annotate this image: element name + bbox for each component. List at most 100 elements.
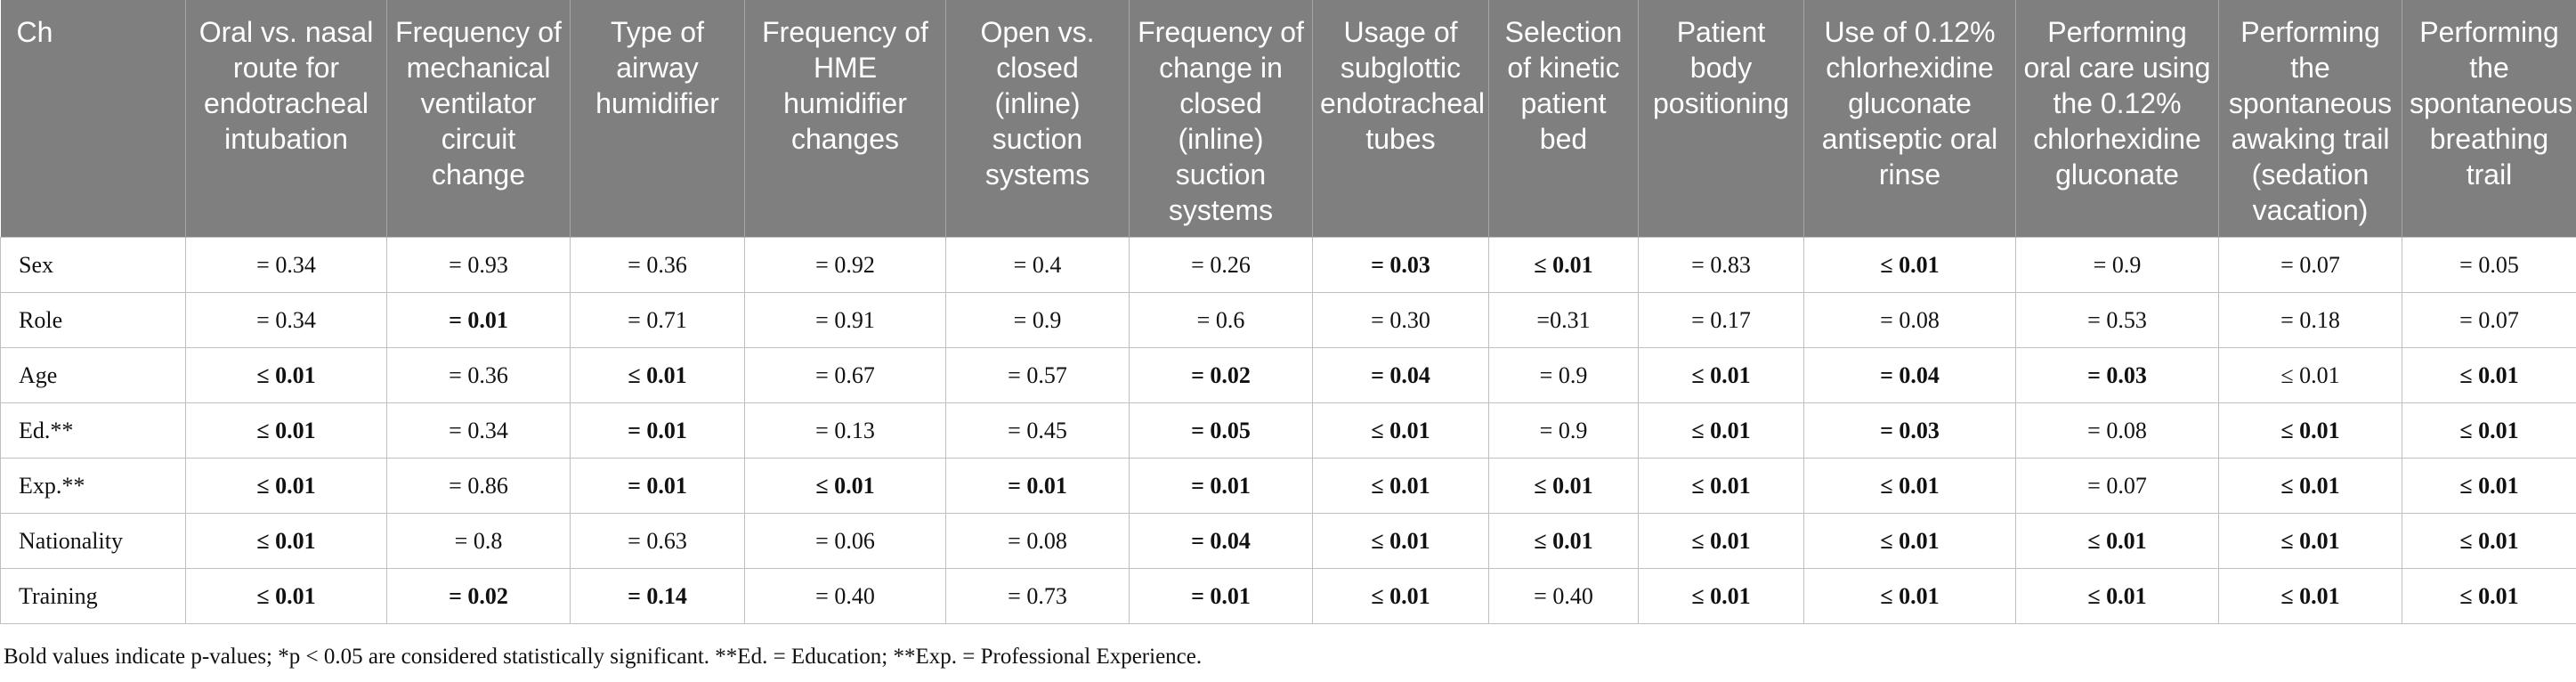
column-header: Usage of subglottic endotracheal tubes: [1312, 0, 1489, 238]
p-value-cell: = 0.4: [945, 237, 1130, 293]
p-value-cell: = 0.13: [744, 402, 946, 459]
p-value-cell: = 0.01: [945, 458, 1130, 514]
column-header: Frequency of mechanical ventilator circu…: [386, 0, 571, 238]
p-value-cell: = 0.04: [1129, 513, 1313, 569]
p-value-cell: ≤ 0.01: [1312, 458, 1489, 514]
p-value-cell: ≤ 0.01: [2402, 513, 2576, 569]
p-value-cell: = 0.08: [2015, 402, 2219, 459]
p-value-cell: ≤ 0.01: [2402, 568, 2576, 624]
p-value-cell: = 0.45: [945, 402, 1130, 459]
p-value-cell: = 0.08: [945, 513, 1130, 569]
p-value-cell: ≤ 0.01: [185, 568, 387, 624]
row-label: Role: [0, 292, 186, 348]
table-row: Training ≤ 0.01 = 0.02 = 0.14 = 0.40 = 0.73 = …: [0, 568, 2576, 624]
p-value-cell: ≤ 0.01: [2015, 568, 2219, 624]
p-value-cell: ≤ 0.01: [2402, 458, 2576, 514]
p-value-cell: = 0.36: [570, 237, 745, 293]
p-value-cell: = 0.8: [386, 513, 571, 569]
p-value-cell: = 0.08: [1803, 292, 2016, 348]
p-value-cell: ≤ 0.01: [2218, 458, 2402, 514]
p-value-cell: ≤ 0.01: [1638, 513, 1804, 569]
p-value-cell: = 0.03: [2015, 347, 2219, 403]
p-value-cell: = 0.71: [570, 292, 745, 348]
column-header: Performing the spontaneous awaking trail…: [2218, 0, 2402, 238]
p-value-cell: = 0.04: [1803, 347, 2016, 403]
p-value-cell: ≤ 0.01: [185, 513, 387, 569]
p-value-cell: = 0.67: [744, 347, 946, 403]
table-row: Ed.** ≤ 0.01 = 0.34 = 0.01 = 0.13 = 0.45 = 0.0…: [0, 402, 2576, 459]
p-value-cell: = 0.14: [570, 568, 745, 624]
p-value-cell: ≤ 0.01: [185, 458, 387, 514]
column-header: Performing the spontaneous breathing tra…: [2402, 0, 2576, 238]
column-header: Patient body positioning: [1638, 0, 1804, 238]
p-value-cell: = 0.40: [744, 568, 946, 624]
p-value-cell: = 0.57: [945, 347, 1130, 403]
p-value-cell: = 0.02: [386, 568, 571, 624]
p-value-cell: = 0.9: [945, 292, 1130, 348]
p-value-cell: ≤ 0.01: [1803, 237, 2016, 293]
column-header: Open vs. closed (inline) suction systems: [945, 0, 1130, 238]
p-value-cell: = 0.07: [2015, 458, 2219, 514]
p-value-cell: = 0.03: [1312, 237, 1489, 293]
p-value-cell: = 0.07: [2402, 292, 2576, 348]
p-value-cell: = 0.6: [1129, 292, 1313, 348]
table-body: Sex = 0.34 = 0.93 = 0.36 = 0.92 = 0.4 = 0.26 = …: [0, 237, 2576, 624]
p-value-cell: ≤ 0.01: [1312, 513, 1489, 569]
p-value-cell: = 0.03: [1803, 402, 2016, 459]
p-value-cell: = 0.83: [1638, 237, 1804, 293]
table-row: Nationality ≤ 0.01 = 0.8 = 0.63 = 0.06 = 0.08…: [0, 513, 2576, 569]
p-value-cell: ≤ 0.01: [1803, 458, 2016, 514]
column-header: Type of airway humidifier: [570, 0, 745, 238]
row-label: Sex: [0, 237, 186, 293]
p-value-cell: ≤ 0.01: [2402, 347, 2576, 403]
row-label: Ed.**: [0, 402, 186, 459]
table-row: Sex = 0.34 = 0.93 = 0.36 = 0.92 = 0.4 = 0.26 = …: [0, 237, 2576, 293]
p-value-cell: = 0.93: [386, 237, 571, 293]
p-value-cell: = 0.01: [386, 292, 571, 348]
table-row: Exp.** ≤ 0.01 = 0.86 = 0.01 ≤ 0.01 = 0.01 = 0.…: [0, 458, 2576, 514]
p-value-cell: ≤ 0.01: [1638, 402, 1804, 459]
column-header: Selection of kinetic patient bed: [1488, 0, 1639, 238]
p-value-cell: = 0.36: [386, 347, 571, 403]
p-value-cell: = 0.34: [185, 292, 387, 348]
column-header: Frequency of HME humidifier changes: [744, 0, 946, 238]
column-header: Oral vs. nasal route for endotracheal in…: [185, 0, 387, 238]
row-label: Nationality: [0, 513, 186, 569]
p-value-cell: ≤ 0.01: [1488, 458, 1639, 514]
p-value-cell: = 0.06: [744, 513, 946, 569]
p-value-cell: ≤ 0.01: [185, 347, 387, 403]
p-value-cell: ≤ 0.01: [1312, 568, 1489, 624]
p-value-cell: = 0.86: [386, 458, 571, 514]
p-value-cell: = 0.01: [570, 458, 745, 514]
p-value-cell: = 0.18: [2218, 292, 2402, 348]
p-value-cell: ≤ 0.01: [1638, 347, 1804, 403]
p-value-cell: ≤ 0.01: [185, 402, 387, 459]
p-value-cell: ≤ 0.01: [1488, 237, 1639, 293]
p-value-cell: ≤ 0.01: [1803, 568, 2016, 624]
p-value-cell: = 0.34: [185, 237, 387, 293]
p-value-cell: =0.31: [1488, 292, 1639, 348]
results-table-container: Ch Oral vs. nasal route for endotracheal …: [0, 0, 2576, 624]
p-value-cell: = 0.26: [1129, 237, 1313, 293]
p-value-cell: = 0.40: [1488, 568, 1639, 624]
p-value-cell: = 0.73: [945, 568, 1130, 624]
column-header: Frequency of change in closed (inline) s…: [1129, 0, 1313, 238]
p-value-cell: ≤ 0.01: [2218, 513, 2402, 569]
column-header-characteristic: Ch: [0, 0, 186, 238]
p-value-cell: ≤ 0.01: [2218, 568, 2402, 624]
p-value-cell: = 0.05: [2402, 237, 2576, 293]
p-value-cell: ≤ 0.01: [744, 458, 946, 514]
p-value-cell: = 0.05: [1129, 402, 1313, 459]
p-value-cell: ≤ 0.01: [1638, 458, 1804, 514]
p-value-cell: = 0.01: [1129, 568, 1313, 624]
column-header: Performing oral care using the 0.12% chl…: [2015, 0, 2219, 238]
p-value-cell: ≤ 0.01: [2402, 402, 2576, 459]
table-header-row: Ch Oral vs. nasal route for endotracheal …: [0, 0, 2576, 238]
p-value-cell: = 0.04: [1312, 347, 1489, 403]
p-value-table: Ch Oral vs. nasal route for endotracheal …: [0, 0, 2576, 624]
p-value-cell: = 0.17: [1638, 292, 1804, 348]
p-value-cell: = 0.9: [1488, 402, 1639, 459]
p-value-cell: = 0.53: [2015, 292, 2219, 348]
p-value-cell: ≤ 0.01: [1803, 513, 2016, 569]
p-value-cell: = 0.02: [1129, 347, 1313, 403]
